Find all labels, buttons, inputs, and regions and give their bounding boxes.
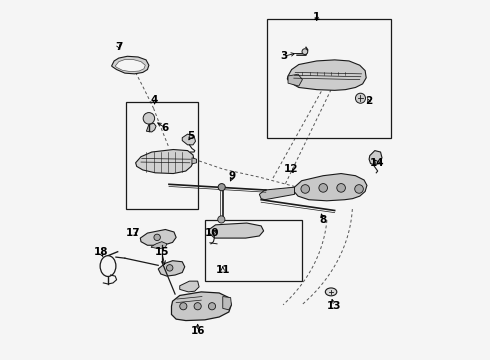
Polygon shape [182, 134, 196, 145]
Text: 11: 11 [216, 265, 230, 275]
Circle shape [180, 303, 187, 310]
Text: 9: 9 [229, 171, 236, 181]
Text: 3: 3 [280, 51, 287, 61]
Bar [205, 220, 302, 281]
Polygon shape [288, 74, 302, 86]
Polygon shape [369, 150, 382, 165]
Text: 8: 8 [319, 215, 327, 225]
Circle shape [154, 234, 160, 240]
Text: 6: 6 [162, 123, 169, 133]
Polygon shape [180, 281, 199, 292]
Circle shape [218, 216, 225, 223]
Polygon shape [209, 223, 264, 238]
Circle shape [355, 185, 364, 193]
Text: 2: 2 [365, 96, 372, 106]
Text: 15: 15 [154, 247, 169, 257]
Circle shape [302, 49, 308, 54]
Bar [267, 19, 392, 138]
Text: 14: 14 [369, 158, 384, 168]
Circle shape [319, 184, 327, 192]
Text: 13: 13 [327, 301, 341, 311]
Polygon shape [151, 242, 167, 249]
Text: 12: 12 [284, 164, 298, 174]
Polygon shape [140, 229, 176, 245]
Text: 17: 17 [126, 228, 141, 238]
Polygon shape [112, 56, 149, 74]
Polygon shape [192, 158, 196, 164]
Circle shape [194, 303, 201, 310]
Polygon shape [259, 187, 294, 200]
Polygon shape [136, 149, 194, 174]
Bar [126, 102, 197, 210]
Circle shape [301, 185, 310, 193]
Text: 1: 1 [313, 12, 320, 22]
Polygon shape [294, 174, 367, 201]
Polygon shape [147, 123, 156, 132]
Circle shape [167, 265, 173, 271]
Polygon shape [115, 59, 146, 72]
Polygon shape [158, 261, 185, 276]
Text: 16: 16 [191, 326, 205, 336]
Circle shape [337, 184, 345, 192]
Text: 18: 18 [94, 247, 108, 257]
Ellipse shape [325, 288, 337, 296]
Text: 4: 4 [151, 95, 158, 105]
Text: 10: 10 [205, 228, 219, 238]
Ellipse shape [100, 256, 116, 276]
Circle shape [143, 113, 155, 124]
Text: 5: 5 [188, 131, 195, 141]
Circle shape [218, 184, 225, 191]
Polygon shape [223, 297, 231, 310]
Circle shape [208, 303, 216, 310]
Polygon shape [287, 60, 366, 90]
Circle shape [355, 93, 366, 103]
Polygon shape [172, 292, 231, 320]
Text: 7: 7 [115, 42, 122, 51]
